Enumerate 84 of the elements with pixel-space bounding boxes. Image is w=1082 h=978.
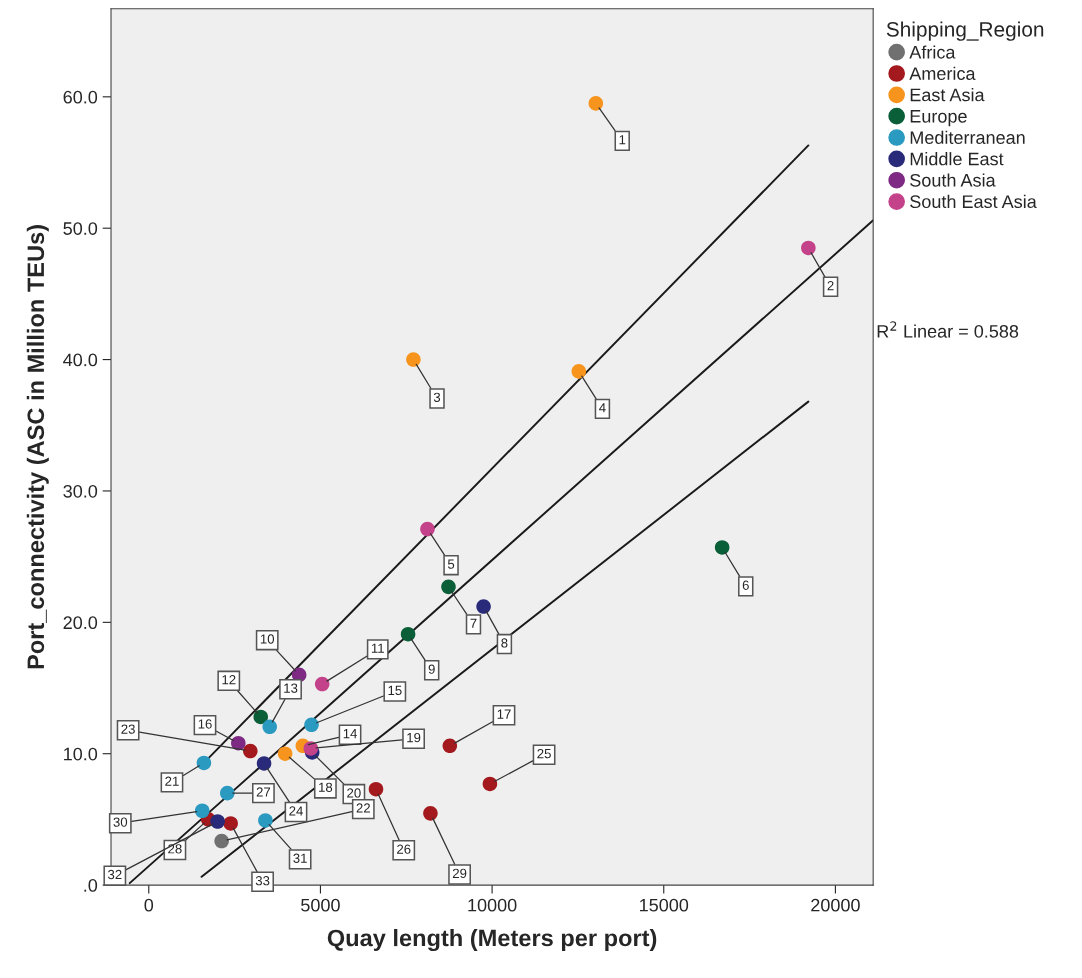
legend-title: Shipping_Region	[886, 21, 1044, 41]
annotation: 18	[319, 782, 333, 792]
annotation: 2	[827, 281, 834, 291]
annotation: 6	[742, 580, 749, 590]
point	[210, 814, 225, 829]
x-tick-label: 5000	[301, 898, 340, 912]
point	[368, 781, 384, 797]
y-tick-label: 60.0	[63, 90, 98, 104]
point	[262, 719, 278, 735]
annotation: 33	[255, 876, 270, 886]
legend-label: South Asia	[910, 173, 996, 187]
annotation: 13	[284, 683, 298, 693]
point	[442, 738, 458, 754]
point	[406, 352, 421, 367]
point	[194, 803, 210, 819]
y-tick-label: 20.0	[63, 616, 98, 630]
annotation: 29	[452, 868, 467, 879]
annotation: 26	[397, 844, 411, 854]
point	[256, 756, 272, 771]
legend-label: Africa	[909, 45, 956, 59]
annotation: 17	[497, 709, 511, 719]
annotation: 21	[165, 776, 179, 786]
point	[223, 816, 238, 831]
y-tick-label: 10.0	[64, 747, 98, 761]
annotation: 25	[537, 748, 551, 759]
point	[253, 709, 269, 725]
legend-label: Europe	[910, 110, 967, 127]
annotation: 24	[289, 806, 303, 816]
point	[801, 240, 816, 256]
annotation: 31	[293, 853, 307, 863]
x-tick-label: 15000	[640, 898, 689, 912]
annotation: 8	[501, 638, 508, 648]
point	[258, 813, 273, 828]
annotation: 7	[470, 618, 477, 628]
x-tick-label: 10000	[468, 898, 517, 912]
point	[476, 599, 491, 614]
y-tick-label: 30.0	[63, 484, 98, 498]
annotation: 10	[260, 634, 275, 644]
annotation: 9	[428, 664, 435, 674]
legend-label: America	[909, 66, 976, 80]
annotation: 3	[433, 392, 441, 403]
point	[304, 717, 319, 733]
annotation: 20	[347, 788, 361, 798]
annotation: 32	[108, 869, 122, 880]
annotation: 12	[222, 675, 236, 685]
legend-label: Middle East	[910, 152, 1004, 166]
annotation: 1	[619, 135, 626, 145]
legend-label: Mediterranean	[910, 130, 1025, 145]
point	[420, 521, 435, 537]
legend-label: East Asia	[910, 88, 985, 102]
annotation: 5	[447, 559, 455, 569]
point	[571, 364, 587, 379]
text: R$^{2}$ Linear = 0.588	[877, 321, 1019, 338]
annotation: 11	[371, 643, 384, 653]
point	[243, 743, 258, 759]
annotation: 4	[599, 403, 606, 413]
annotation: 16	[198, 719, 212, 729]
x-axis-title: Quay length (Meters per port)	[327, 929, 657, 952]
annotation: 28	[168, 844, 182, 854]
annotation: 23	[121, 724, 135, 734]
point	[400, 626, 416, 642]
point	[214, 833, 229, 849]
point	[714, 540, 730, 555]
legend-label: South East Asia	[910, 194, 1037, 209]
point	[314, 676, 330, 692]
point	[482, 776, 498, 792]
annotation: 27	[256, 787, 271, 797]
y-tick-label: .0	[84, 879, 98, 892]
point	[423, 806, 438, 821]
annotation: 30	[113, 817, 128, 827]
annotation: 22	[356, 803, 370, 813]
annotation: 14	[343, 729, 357, 739]
annotation: 19	[407, 732, 421, 743]
point	[441, 579, 456, 595]
y-tick-label: 40.0	[63, 353, 98, 367]
x-tick-label: 0	[144, 898, 154, 912]
annotation: 15	[388, 685, 402, 696]
point	[220, 785, 235, 801]
point	[196, 755, 212, 771]
y-tick-label: 50.0	[63, 222, 98, 235]
point	[277, 746, 293, 761]
x-tick-label: 20000	[811, 898, 860, 912]
point	[588, 96, 604, 111]
y-axis-title: Port_connectivity (ASC in Million TEUs)	[26, 225, 49, 669]
